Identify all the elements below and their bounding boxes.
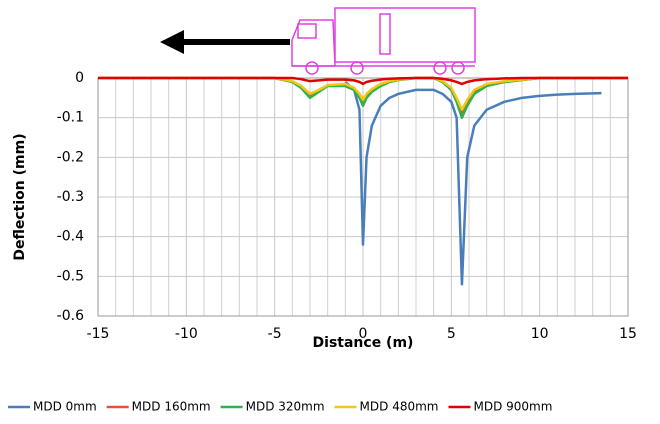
series-line: [98, 76, 628, 86]
direction-arrow: [160, 30, 290, 54]
y-tick-label: -0.3: [57, 189, 84, 205]
y-tick-label: -0.4: [57, 229, 84, 245]
x-tick-label: 15: [619, 326, 637, 342]
series-line: [344, 81, 602, 286]
x-axis-title: Distance (m): [313, 335, 414, 351]
x-tick-label: 10: [531, 326, 549, 342]
legend-label: MDD 0mm: [33, 400, 97, 414]
x-tick-label: -15: [87, 326, 110, 342]
y-tick-label: -0.1: [57, 110, 84, 126]
legend-label: MDD 900mm: [473, 400, 552, 414]
y-tick-label: -0.2: [57, 149, 84, 165]
y-tick-label: -0.6: [57, 308, 84, 324]
legend-label: MDD 320mm: [246, 400, 325, 414]
y-tick-label: -0.5: [57, 268, 84, 284]
legend-label: MDD 480mm: [360, 400, 439, 414]
x-tick-label: 5: [447, 326, 456, 342]
x-tick-label: 0: [359, 326, 368, 342]
legend-label: MDD 160mm: [132, 400, 211, 414]
y-axis-title: Deflection (mm): [12, 133, 28, 260]
y-tick-label: 0: [75, 70, 84, 86]
x-tick-label: -5: [268, 326, 282, 342]
plot-frame: [97, 77, 629, 317]
truck-illustration: [291, 7, 476, 75]
x-tick-label: -10: [175, 326, 198, 342]
